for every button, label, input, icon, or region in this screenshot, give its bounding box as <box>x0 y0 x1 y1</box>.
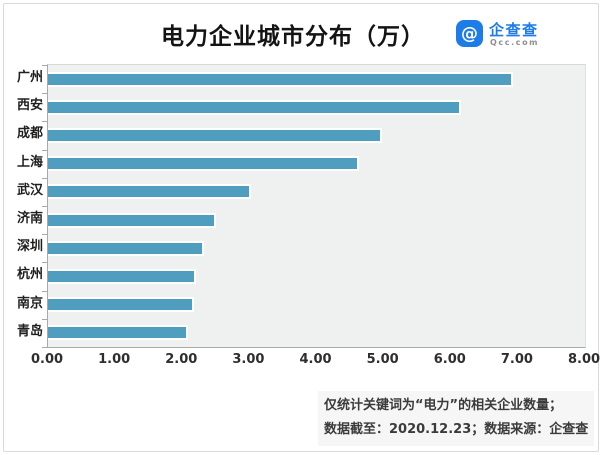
y-axis-tick <box>42 347 48 348</box>
y-axis-tick <box>42 290 48 292</box>
bar-5 <box>48 184 252 200</box>
y-axis-tick <box>42 262 48 264</box>
qcc-logo-icon: @ <box>456 20 483 47</box>
city-label-6: 济南 <box>16 211 43 226</box>
y-axis-tick <box>42 234 48 236</box>
city-label-5: 武汉 <box>16 182 43 198</box>
footer-line-2: 数据截至：2020.12.23；数据来源：企查查 <box>324 422 589 437</box>
y-axis-tick <box>42 149 48 151</box>
bar-4 <box>48 156 359 172</box>
city-label-1: 广州 <box>16 70 43 85</box>
plot-area <box>42 64 586 348</box>
y-axis-labels: 广州西安成都上海武汉济南深圳杭州南京青岛 <box>4 64 43 346</box>
bar-1 <box>48 71 514 87</box>
x-axis-label-3.00: 3.00 <box>232 352 265 367</box>
city-label-8: 杭州 <box>16 267 43 283</box>
chart-title: 电力企业城市分布（万） <box>161 24 425 50</box>
chart-card: 电力企业城市分布（万） @ 企查查 Qcc.com 广州西安成都上海武汉济南深圳… <box>3 3 600 452</box>
qcc-logo: @ 企查查 Qcc.com <box>456 19 566 51</box>
y-axis-tick <box>42 177 48 179</box>
footer-note: 仅统计关键词为“电力”的相关企业数量； 数据截至：2020.12.23；数据来源… <box>318 391 595 446</box>
y-axis-tick <box>42 206 48 207</box>
footer-line-1: 仅统计关键词为“电力”的相关企业数量； <box>324 398 563 413</box>
bar-7 <box>48 240 204 256</box>
bar-8 <box>48 269 196 284</box>
y-axis-tick <box>42 65 48 66</box>
bar-6 <box>48 212 216 228</box>
x-axis-label-6.00: 6.00 <box>433 352 466 367</box>
bar-2 <box>48 99 461 115</box>
bar-3 <box>48 128 382 143</box>
y-axis-tick <box>42 318 48 320</box>
x-axis-label-4.00: 4.00 <box>299 352 332 367</box>
city-label-2: 西安 <box>16 98 43 114</box>
bar-9 <box>48 297 195 313</box>
city-label-3: 成都 <box>16 126 43 142</box>
city-label-9: 南京 <box>16 295 43 311</box>
city-label-4: 上海 <box>16 154 43 170</box>
x-axis-label-0.00: 0.00 <box>30 352 64 367</box>
city-label-10: 青岛 <box>16 323 43 339</box>
y-axis-tick <box>42 121 48 123</box>
qcc-logo-name: 企查查 <box>489 21 539 39</box>
qcc-logo-domain: Qcc.com <box>490 38 540 47</box>
y-axis-tick <box>42 93 48 95</box>
x-axis-label-7.00: 7.00 <box>500 352 533 367</box>
x-axis: 0.00 1.00 2.00 3.00 4.00 5.00 6.00 7.00 8.00 <box>31 352 600 370</box>
x-axis-label-1.00: 1.00 <box>98 352 131 367</box>
bar-10 <box>48 325 188 341</box>
x-axis-label-2.00: 2.00 <box>165 352 198 367</box>
x-axis-label-5.00: 5.00 <box>366 352 399 367</box>
city-label-7: 深圳 <box>16 239 43 255</box>
x-axis-label-8.00: 8.00 <box>567 352 601 367</box>
